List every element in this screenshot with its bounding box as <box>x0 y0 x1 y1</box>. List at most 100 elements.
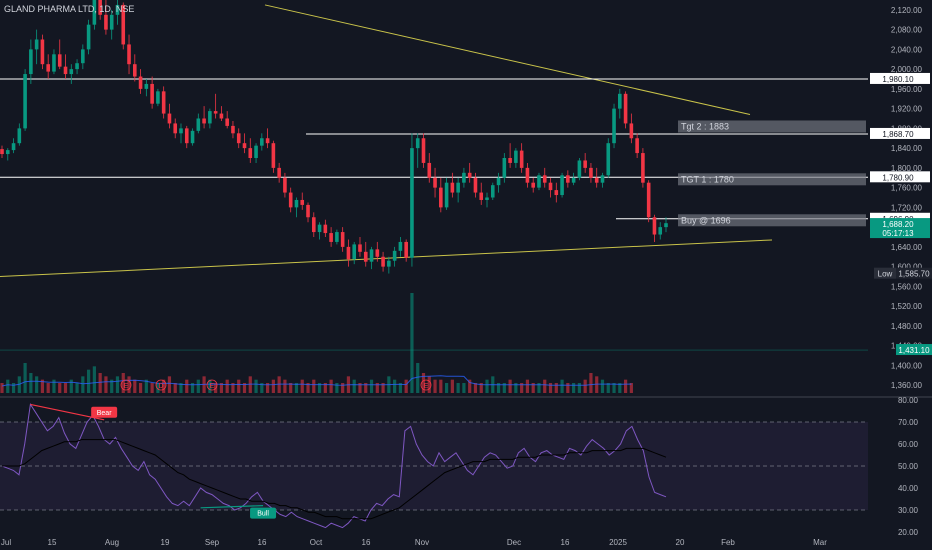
volume-bar <box>98 373 102 393</box>
volume-bar <box>629 383 633 393</box>
volume-bar <box>87 369 91 393</box>
volume-bar <box>23 363 27 393</box>
candle-body <box>340 232 345 247</box>
volume-bar <box>150 383 154 393</box>
candle-body <box>421 138 426 163</box>
volume-bar <box>11 383 16 393</box>
volume-bar <box>0 383 4 393</box>
candle-body <box>433 177 437 188</box>
candle-body <box>184 128 189 144</box>
volume-bar <box>294 383 299 393</box>
candle-body <box>173 123 178 134</box>
price-tick-label: 2,000.00 <box>891 65 923 74</box>
price-tick-label: 1,560.00 <box>891 282 923 291</box>
event-marker-label: E <box>210 383 215 390</box>
time-tick-label: Dec <box>507 538 521 547</box>
volume-bar <box>35 376 39 393</box>
event-marker <box>120 379 132 391</box>
volume-bar <box>271 379 275 393</box>
candle-body <box>444 182 449 208</box>
volume-bar <box>81 376 85 393</box>
low-tag: Low <box>878 270 893 279</box>
volume-ma-line <box>1 375 632 387</box>
volume-bar <box>92 366 96 393</box>
volume-bar <box>410 293 414 393</box>
annotation-label: Buy @ 1696 <box>681 215 731 225</box>
candle-body <box>652 217 657 235</box>
volume-bar <box>29 373 33 393</box>
volume-bar <box>127 376 131 393</box>
candle-body <box>525 167 530 183</box>
volume-bar <box>358 383 362 393</box>
volume-bar <box>58 383 62 393</box>
price-tick-label: 2,120.00 <box>891 6 923 15</box>
time-tick-label: Nov <box>415 538 429 547</box>
candle-body <box>254 145 258 158</box>
candle-body <box>473 177 478 193</box>
candle-body <box>612 108 616 144</box>
candle-body <box>34 39 39 50</box>
candle-body <box>242 143 247 149</box>
time-tick-label: 19 <box>161 538 170 547</box>
candle-body <box>462 172 466 183</box>
candle-body <box>81 49 85 64</box>
candle-body <box>57 54 62 67</box>
volume-bar <box>231 383 235 393</box>
volume-bar <box>144 379 148 393</box>
volume-bar <box>375 383 379 393</box>
horizontal-levels[interactable]: Tgt 2 : 1883 TGT 1 : 1780 Buy @ 1696 <box>0 78 868 227</box>
candle-body <box>502 158 507 178</box>
volume-bar <box>283 379 287 393</box>
event-marker-label: E <box>424 383 429 390</box>
candle-body <box>618 93 622 109</box>
rsi-tick-label: 70.00 <box>898 418 919 427</box>
candle-body <box>600 175 605 183</box>
rsi-divergence-tag: Bull <box>257 511 269 518</box>
symbol-title[interactable]: GLAND PHARMA LTD, 1D, NSE <box>4 4 135 14</box>
candle-body <box>519 150 524 168</box>
candle-body <box>190 130 195 144</box>
upper-trendline <box>264 4 751 116</box>
candle-body <box>594 177 599 183</box>
candle-body <box>646 182 651 218</box>
level-price-badge: 1,868.70 <box>882 130 914 139</box>
low-price-badge-bg <box>896 267 932 279</box>
trendlines[interactable] <box>0 4 773 277</box>
lower-trendline <box>0 239 773 277</box>
event-marker <box>420 379 432 391</box>
candle-body <box>346 246 351 260</box>
volume-bar <box>196 379 200 393</box>
volume-bar <box>190 383 195 393</box>
candle-body <box>17 128 22 144</box>
candle-body <box>271 143 276 168</box>
candle-body <box>641 153 645 183</box>
candle-body <box>11 143 16 151</box>
price-tick-label: 1,640.00 <box>891 243 923 252</box>
volume-bar <box>185 379 189 393</box>
volume-bar <box>572 383 576 393</box>
volume-bar <box>606 383 610 393</box>
candle-body <box>63 66 68 75</box>
rsi-tick-label: 40.00 <box>898 484 919 493</box>
candle-body <box>202 118 206 124</box>
candle-body <box>508 158 512 163</box>
candle-body <box>387 260 391 267</box>
candle-body <box>583 160 587 168</box>
time-tick-label: 16 <box>258 538 267 547</box>
rsi-divergence-tag: Bear <box>97 410 112 417</box>
volume-bar <box>479 383 483 393</box>
candle-body <box>427 162 432 178</box>
candle-body <box>208 111 212 124</box>
rsi-divergence-tag-bg <box>91 406 118 418</box>
candle-body <box>277 167 281 178</box>
candle-body <box>410 148 414 258</box>
time-tick-label: Mar <box>813 538 827 547</box>
low-tag-bg <box>874 267 896 279</box>
candle-body <box>531 182 535 188</box>
volume-bar <box>369 379 374 393</box>
candle-body <box>144 83 149 89</box>
candle-body <box>75 63 79 70</box>
candle-body <box>98 0 102 15</box>
